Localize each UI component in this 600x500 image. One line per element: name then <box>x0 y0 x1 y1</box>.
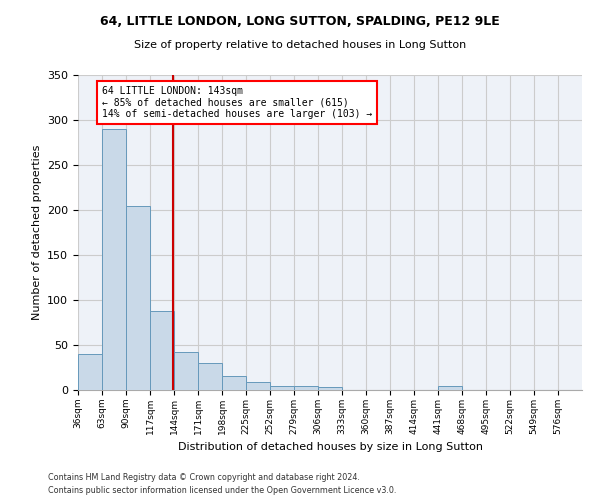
Y-axis label: Number of detached properties: Number of detached properties <box>32 145 41 320</box>
Bar <box>270 386 294 390</box>
Bar <box>174 352 198 390</box>
X-axis label: Distribution of detached houses by size in Long Sutton: Distribution of detached houses by size … <box>178 442 482 452</box>
Text: Size of property relative to detached houses in Long Sutton: Size of property relative to detached ho… <box>134 40 466 50</box>
Bar <box>198 363 222 390</box>
Bar <box>102 129 126 390</box>
Text: 64, LITTLE LONDON, LONG SUTTON, SPALDING, PE12 9LE: 64, LITTLE LONDON, LONG SUTTON, SPALDING… <box>100 15 500 28</box>
Bar <box>246 382 270 390</box>
Bar <box>438 386 462 390</box>
Bar <box>222 376 246 390</box>
Bar <box>150 311 174 390</box>
Bar <box>126 206 150 390</box>
Text: 64 LITTLE LONDON: 143sqm
← 85% of detached houses are smaller (615)
14% of semi-: 64 LITTLE LONDON: 143sqm ← 85% of detach… <box>102 86 372 119</box>
Text: Contains public sector information licensed under the Open Government Licence v3: Contains public sector information licen… <box>48 486 397 495</box>
Bar <box>318 388 342 390</box>
Text: Contains HM Land Registry data © Crown copyright and database right 2024.: Contains HM Land Registry data © Crown c… <box>48 474 360 482</box>
Bar <box>294 386 318 390</box>
Bar <box>78 354 102 390</box>
